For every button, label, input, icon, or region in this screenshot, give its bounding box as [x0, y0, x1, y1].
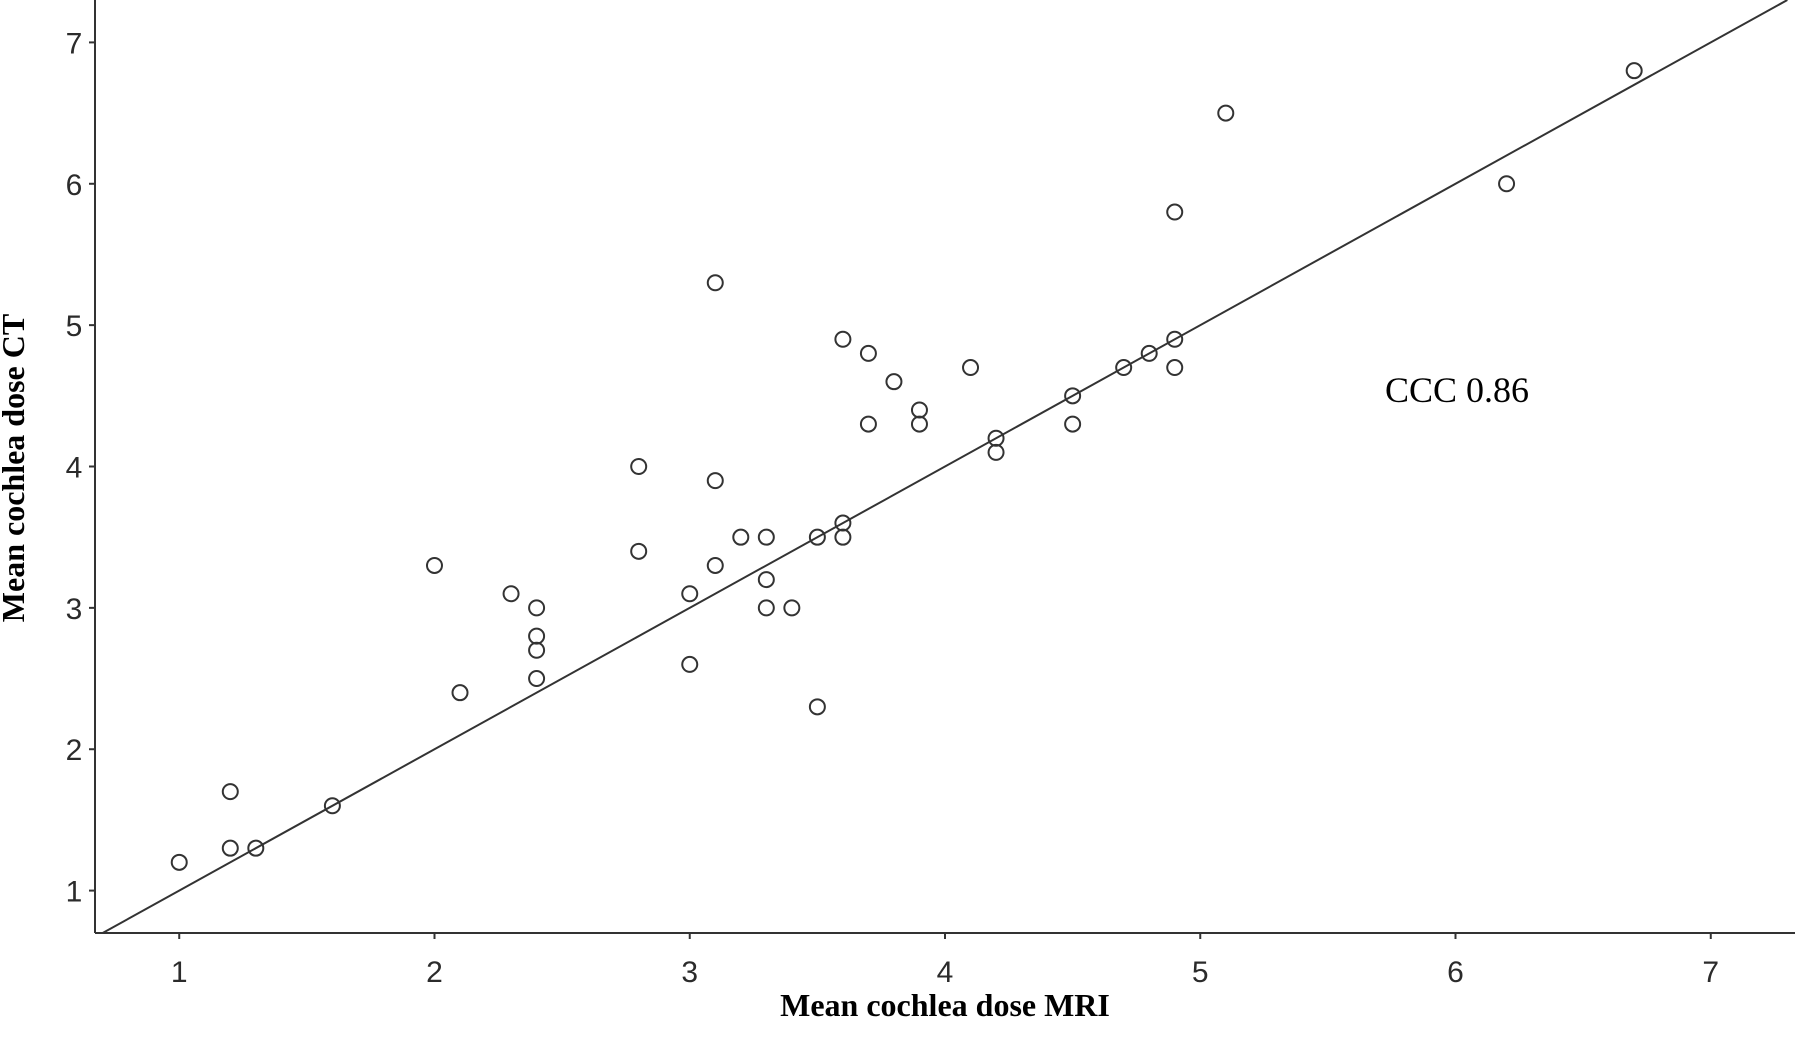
x-axis-title: Mean cochlea dose MRI: [780, 987, 1110, 1023]
y-tick-label: 3: [66, 593, 83, 626]
data-point: [706, 556, 724, 574]
data-point: [783, 599, 801, 617]
x-tick-label: 2: [426, 956, 443, 989]
y-tick-label: 1: [66, 876, 83, 909]
data-point: [757, 571, 775, 589]
x-tick-label: 5: [1192, 956, 1209, 989]
reference-line: [102, 0, 1788, 934]
data-point: [808, 698, 826, 716]
data-point: [859, 344, 877, 362]
data-point: [681, 585, 699, 603]
x-tick-label: 7: [1702, 956, 1719, 989]
data-point: [1166, 203, 1184, 221]
data-point: [425, 556, 443, 574]
y-axis-title: Mean cochlea dose CT: [0, 314, 31, 622]
y-tick-label: 6: [66, 169, 83, 202]
data-point: [834, 330, 852, 348]
data-point: [630, 458, 648, 475]
data-point: [221, 839, 239, 857]
data-point: [1166, 359, 1184, 377]
y-tick-label: 7: [66, 27, 83, 60]
data-point: [757, 528, 775, 546]
data-point: [528, 670, 546, 688]
data-point: [528, 599, 546, 617]
ccc-annotation: CCC 0.86: [1385, 370, 1529, 410]
y-tick-label: 5: [66, 310, 83, 343]
y-tick-label: 4: [66, 452, 83, 485]
x-tick-label: 4: [937, 956, 954, 989]
data-point: [1064, 387, 1082, 405]
data-point: [910, 401, 928, 419]
data-point: [834, 528, 852, 546]
data-point: [1115, 359, 1133, 377]
data-point: [910, 415, 928, 433]
data-point: [732, 528, 750, 546]
data-point: [221, 783, 239, 801]
data-point: [987, 443, 1005, 461]
data-point: [1166, 330, 1184, 348]
data-point: [528, 627, 546, 645]
data-point: [859, 415, 877, 433]
data-point: [757, 599, 775, 617]
axis-ticks: 1 2 3 4 5 6 7 1 2 3 4 5 6 7: [66, 27, 1719, 989]
data-point: [885, 373, 903, 391]
data-point: [962, 359, 980, 377]
data-point: [170, 853, 188, 871]
x-tick-label: 6: [1447, 956, 1464, 989]
data-point: [1140, 344, 1158, 362]
data-point: [1217, 104, 1235, 122]
data-point: [451, 684, 469, 702]
data-point: [706, 274, 724, 292]
data-point: [1064, 415, 1082, 433]
data-point: [1498, 175, 1516, 193]
y-tick-label: 2: [66, 734, 83, 767]
data-point: [323, 797, 341, 815]
data-point: [681, 655, 699, 673]
x-tick-label: 3: [681, 956, 698, 989]
data-point: [528, 641, 546, 659]
data-point: [247, 839, 265, 857]
data-point: [706, 472, 724, 490]
data-point: [1625, 62, 1643, 80]
x-tick-label: 1: [171, 956, 188, 989]
data-point: [808, 528, 826, 546]
data-points: [170, 62, 1643, 871]
data-point: [502, 585, 520, 603]
data-point: [630, 542, 648, 560]
